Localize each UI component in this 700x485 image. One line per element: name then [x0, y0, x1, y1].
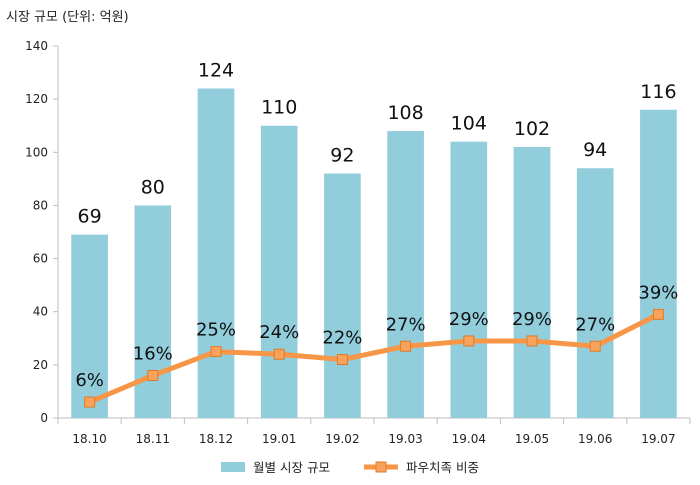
legend-label-line: 파우치족 비중: [405, 460, 479, 475]
bar: [450, 141, 488, 418]
legend-item-line: 파우치족 비중: [363, 457, 479, 476]
line-point: [652, 308, 664, 320]
share-line: [88, 312, 660, 405]
x-tick-label: 19.03: [388, 432, 422, 446]
y-tick-label: 140: [25, 39, 48, 53]
y-tick-label: 60: [33, 252, 48, 266]
line-point: [210, 346, 222, 358]
legend: 월별 시장 규모 파우치족 비중: [0, 457, 700, 476]
y-tick-label: 100: [25, 145, 48, 159]
legend-swatch-line: [363, 461, 398, 472]
x-tick-label: 19.04: [452, 432, 486, 446]
line-value-label: 39%: [638, 282, 678, 303]
y-tick-label: 20: [33, 358, 48, 372]
line-value-label: 6%: [75, 370, 104, 391]
line-point: [84, 396, 96, 408]
line-value-label: 25%: [196, 320, 236, 341]
x-tick-label: 19.06: [578, 432, 612, 446]
line-value-label: 29%: [449, 309, 489, 330]
x-tick-label: 19.02: [325, 432, 359, 446]
bar-value-label: 80: [141, 176, 165, 198]
line-point: [273, 348, 285, 360]
bar: [260, 125, 298, 418]
line-value-label: 27%: [575, 314, 615, 335]
bar-value-label: 124: [198, 60, 234, 82]
line-value-label: 22%: [322, 328, 362, 349]
x-tick-label: 18.11: [136, 432, 170, 446]
line-point: [589, 340, 601, 352]
bar-value-label: 102: [514, 118, 550, 140]
bar: [387, 131, 424, 418]
legend-label-bar: 월별 시장 규모: [253, 460, 330, 475]
bar-value-label: 69: [78, 206, 102, 228]
bar: [197, 88, 235, 418]
bar-value-label: 116: [640, 81, 676, 103]
y-tick-label: 120: [25, 92, 48, 106]
y-tick-label: 40: [33, 305, 48, 319]
x-tick-label: 18.10: [72, 432, 106, 446]
line-value-label: 27%: [386, 314, 426, 335]
unit-label: 시장 규모 (단위: 억원): [6, 10, 129, 25]
bar-value-label: 104: [451, 113, 487, 135]
x-tick-label: 19.01: [262, 432, 296, 446]
line-point: [336, 354, 348, 366]
line-point: [463, 335, 475, 347]
line-value-label: 29%: [512, 309, 552, 330]
bar: [324, 173, 361, 418]
line-point: [400, 340, 412, 352]
bar: [513, 146, 551, 418]
x-tick-label: 18.12: [199, 432, 233, 446]
y-tick-label: 0: [40, 411, 48, 425]
line-point: [526, 335, 538, 347]
line-point: [147, 369, 159, 381]
bar-value-label: 108: [387, 102, 423, 124]
bar: [134, 205, 172, 418]
bar-value-label: 92: [330, 145, 354, 167]
bar-value-label: 94: [583, 139, 607, 161]
legend-item-bar: 월별 시장 규모: [221, 457, 330, 476]
line-value-label: 16%: [133, 343, 173, 364]
bar: [71, 234, 108, 418]
line-value-label: 24%: [259, 322, 299, 343]
bar: [640, 109, 677, 419]
bar-value-label: 110: [261, 97, 297, 119]
x-tick-label: 19.07: [641, 432, 675, 446]
y-tick-label: 80: [33, 198, 48, 212]
legend-swatch-bar: [221, 461, 246, 472]
bar: [576, 168, 614, 418]
x-tick-label: 19.05: [515, 432, 549, 446]
